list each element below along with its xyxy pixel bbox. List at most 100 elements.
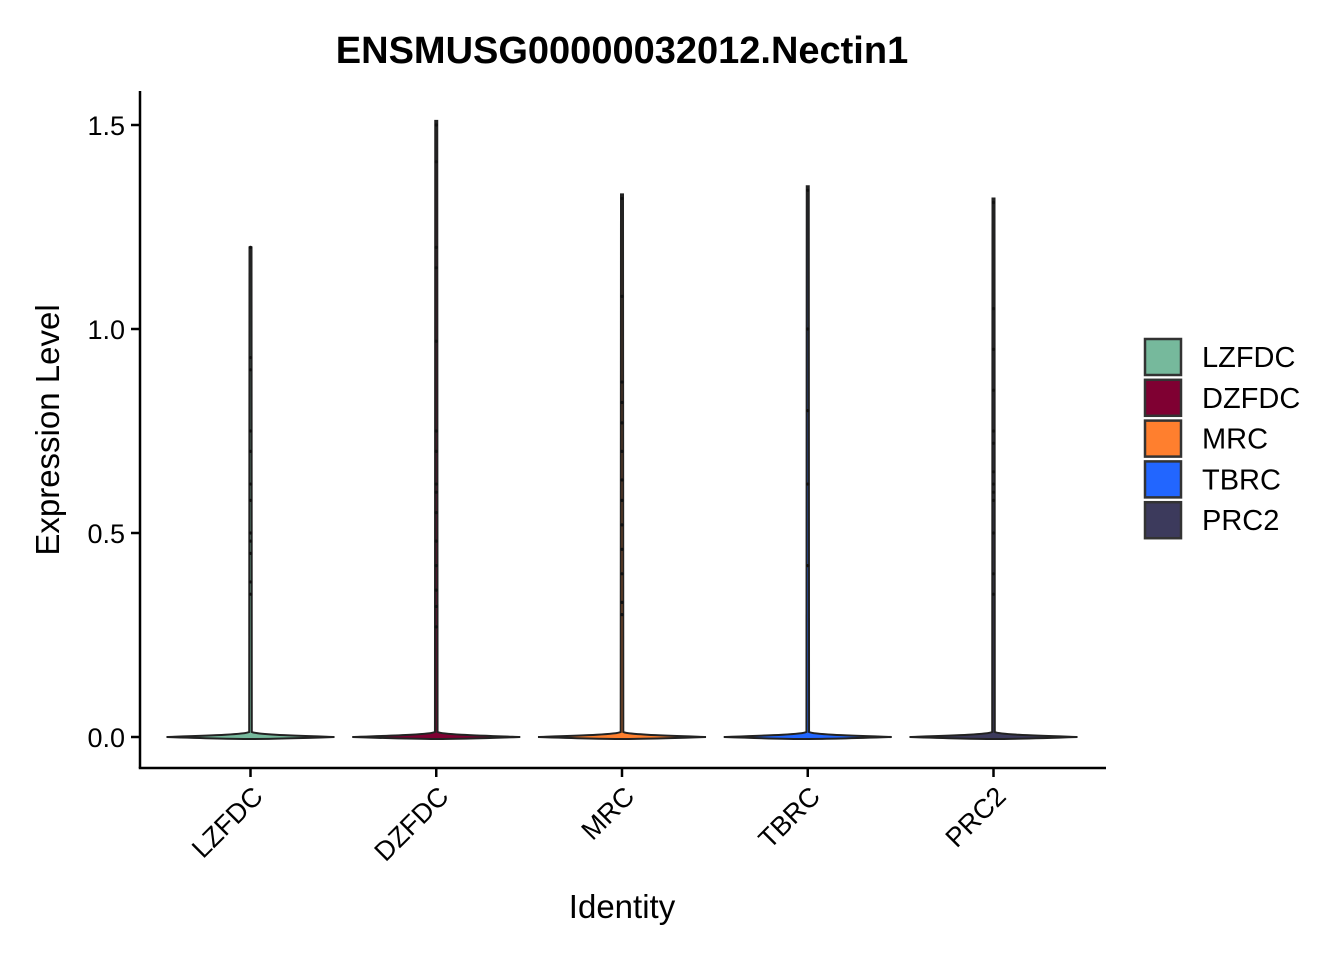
violin-group xyxy=(537,193,707,741)
data-point xyxy=(620,400,624,405)
data-point xyxy=(248,368,253,372)
data-point xyxy=(248,429,253,433)
legend-swatch xyxy=(1143,337,1183,377)
data-point xyxy=(248,449,253,453)
data-point xyxy=(434,510,438,515)
data-point xyxy=(991,347,996,351)
violin-prc2 xyxy=(909,197,1078,741)
x-tick-label: PRC2 xyxy=(940,781,1012,853)
x-tick-label: TBRC xyxy=(753,781,826,854)
legend-item: LZFDC xyxy=(1143,337,1295,377)
data-point xyxy=(991,498,996,502)
violin-mrc xyxy=(537,193,707,741)
violin-tbrc xyxy=(723,185,892,741)
data-point xyxy=(991,531,996,535)
data-point xyxy=(806,482,810,486)
data-point xyxy=(248,482,253,486)
data-point xyxy=(620,380,624,384)
violin-group xyxy=(352,119,521,741)
data-point xyxy=(620,478,624,482)
data-point xyxy=(620,613,624,617)
y-tick-label: 1.0 xyxy=(87,315,125,345)
data-point xyxy=(806,409,810,413)
legend-label: DZFDC xyxy=(1202,383,1300,415)
plot-area xyxy=(166,119,1078,741)
data-point xyxy=(248,539,253,543)
data-point xyxy=(620,421,624,425)
x-tick-label: DZFDC xyxy=(369,781,455,867)
data-point xyxy=(248,498,253,502)
violin-group xyxy=(723,185,892,741)
x-tick-label: LZFDC xyxy=(186,781,269,864)
violin-group xyxy=(909,197,1078,741)
data-point xyxy=(991,307,996,311)
data-point xyxy=(620,196,624,201)
legend-item: PRC2 xyxy=(1143,500,1279,540)
x-ticks: LZFDC DZFDC MRC TBRC PRC2 xyxy=(186,768,1012,867)
y-tick-label: 0.5 xyxy=(87,519,125,549)
data-point xyxy=(434,266,438,270)
data-point xyxy=(620,523,624,527)
data-point xyxy=(434,588,438,592)
data-point xyxy=(620,294,624,298)
data-point xyxy=(434,604,438,609)
data-point xyxy=(806,327,810,331)
legend-item: DZFDC xyxy=(1143,378,1300,418)
legend-label: LZFDC xyxy=(1202,342,1295,374)
data-point xyxy=(991,490,996,494)
data-point xyxy=(434,490,438,494)
data-point xyxy=(434,539,438,543)
legend-label: PRC2 xyxy=(1202,505,1279,537)
legend-label: MRC xyxy=(1202,424,1268,456)
data-point xyxy=(620,498,624,502)
data-point xyxy=(434,429,438,433)
legend-item: MRC xyxy=(1143,419,1268,458)
data-point xyxy=(434,339,438,343)
y-tick-label: 1.5 xyxy=(87,111,125,141)
violin-group xyxy=(166,245,335,741)
data-point xyxy=(434,625,438,629)
x-axis-title: Identity xyxy=(569,888,676,925)
data-point xyxy=(248,580,253,584)
x-tick-label: MRC xyxy=(576,781,641,846)
data-point xyxy=(620,600,624,604)
y-tick-label: 0.0 xyxy=(87,723,125,753)
data-point xyxy=(248,355,253,360)
data-point xyxy=(991,592,996,596)
legend-swatch xyxy=(1143,460,1183,499)
data-point xyxy=(991,429,996,433)
legend-swatch xyxy=(1143,500,1183,540)
data-point xyxy=(248,592,253,596)
data-point xyxy=(620,572,624,576)
y-ticks: 0.0 0.5 1.0 1.5 xyxy=(87,111,140,753)
legend-item: TBRC xyxy=(1143,460,1281,499)
y-axis-title: Expression Level xyxy=(29,304,66,555)
data-point xyxy=(991,572,996,576)
data-point xyxy=(434,160,438,164)
legend-swatch xyxy=(1143,378,1183,418)
legend-label: TBRC xyxy=(1202,464,1281,496)
data-point xyxy=(248,245,253,249)
data-point xyxy=(248,551,253,556)
data-point xyxy=(806,564,810,568)
violin-lzfdc xyxy=(166,246,335,741)
data-point xyxy=(434,449,438,453)
data-point xyxy=(620,449,624,453)
data-point xyxy=(806,188,810,192)
data-point xyxy=(434,123,438,127)
data-point xyxy=(620,547,624,551)
chart-title: ENSMUSG00000032012.Nectin1 xyxy=(336,30,908,72)
data-point xyxy=(434,564,438,568)
data-point xyxy=(991,470,996,474)
data-point xyxy=(991,200,996,205)
data-point xyxy=(991,388,996,392)
legend-swatch xyxy=(1143,419,1183,458)
data-point xyxy=(991,482,996,486)
legend: LZFDC DZFDC MRC TBRC PRC2 xyxy=(1143,337,1300,540)
data-point xyxy=(991,441,996,445)
data-point xyxy=(248,531,253,535)
data-point xyxy=(434,245,438,249)
data-point xyxy=(434,482,438,486)
